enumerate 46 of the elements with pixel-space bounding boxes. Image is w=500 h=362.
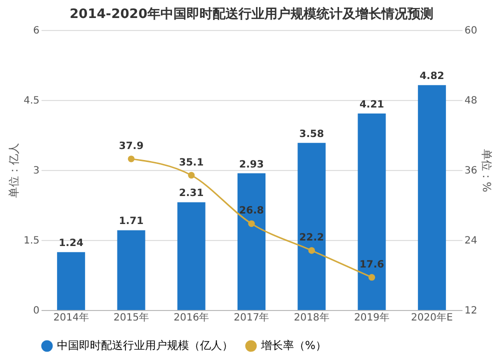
bar bbox=[238, 173, 266, 310]
y2-tick-label: 48 bbox=[464, 96, 478, 106]
data-label: 4.21 bbox=[359, 100, 384, 111]
y2-tick-label: 36 bbox=[464, 166, 478, 176]
data-label: 26.8 bbox=[239, 206, 264, 217]
x-tick-label: 2014年 bbox=[53, 312, 89, 324]
data-label: 1.24 bbox=[58, 238, 84, 250]
data-label: 2.31 bbox=[179, 188, 204, 200]
chart-title: 2014-2020年中国即时配送行业用户规模统计及增长情况预测 bbox=[70, 6, 434, 22]
y2-tick-label: 12 bbox=[464, 306, 478, 316]
y-tick-label: 0 bbox=[33, 306, 40, 316]
data-label: 3.58 bbox=[299, 128, 324, 140]
point bbox=[248, 220, 255, 228]
x-tick-label: 2015年 bbox=[113, 312, 149, 324]
data-label: 2.93 bbox=[239, 159, 264, 170]
x-tick-label: 2018年 bbox=[294, 312, 330, 324]
point bbox=[188, 172, 195, 179]
bar bbox=[117, 230, 146, 310]
data-label: 4.82 bbox=[420, 71, 444, 82]
y-tick-label: 1.5 bbox=[24, 236, 40, 246]
point bbox=[368, 274, 376, 281]
x-tick-label: 2016年 bbox=[174, 312, 210, 324]
bar bbox=[177, 202, 206, 310]
bar bbox=[418, 85, 446, 310]
x-tick-label: 2019年 bbox=[354, 312, 390, 324]
y-tick-label: 6 bbox=[33, 26, 40, 36]
data-label: 22.2 bbox=[299, 232, 324, 244]
legend-label: 增长率（%） bbox=[260, 339, 326, 352]
y2-tick-label: 60 bbox=[464, 26, 478, 36]
bar bbox=[298, 142, 326, 310]
x-tick-label: 2020年E bbox=[411, 312, 453, 324]
data-label: 17.6 bbox=[359, 259, 384, 270]
y-axis-title: 单位：亿人 bbox=[8, 143, 21, 198]
data-label: 1.71 bbox=[118, 216, 144, 228]
x-tick-label: 2017年 bbox=[234, 312, 270, 324]
y-tick-label: 3 bbox=[33, 166, 40, 176]
y2-axis-title: 单位：% bbox=[480, 148, 494, 192]
point bbox=[128, 156, 135, 162]
y-tick-label: 4.5 bbox=[24, 96, 40, 106]
legend-label: 中国即时配送行业用户规模（亿人） bbox=[57, 339, 233, 352]
data-label: 35.1 bbox=[179, 157, 204, 168]
point bbox=[308, 247, 315, 254]
bar bbox=[57, 252, 86, 310]
bar bbox=[358, 114, 386, 310]
y2-tick-label: 24 bbox=[464, 236, 478, 246]
data-label: 37.9 bbox=[118, 140, 144, 152]
